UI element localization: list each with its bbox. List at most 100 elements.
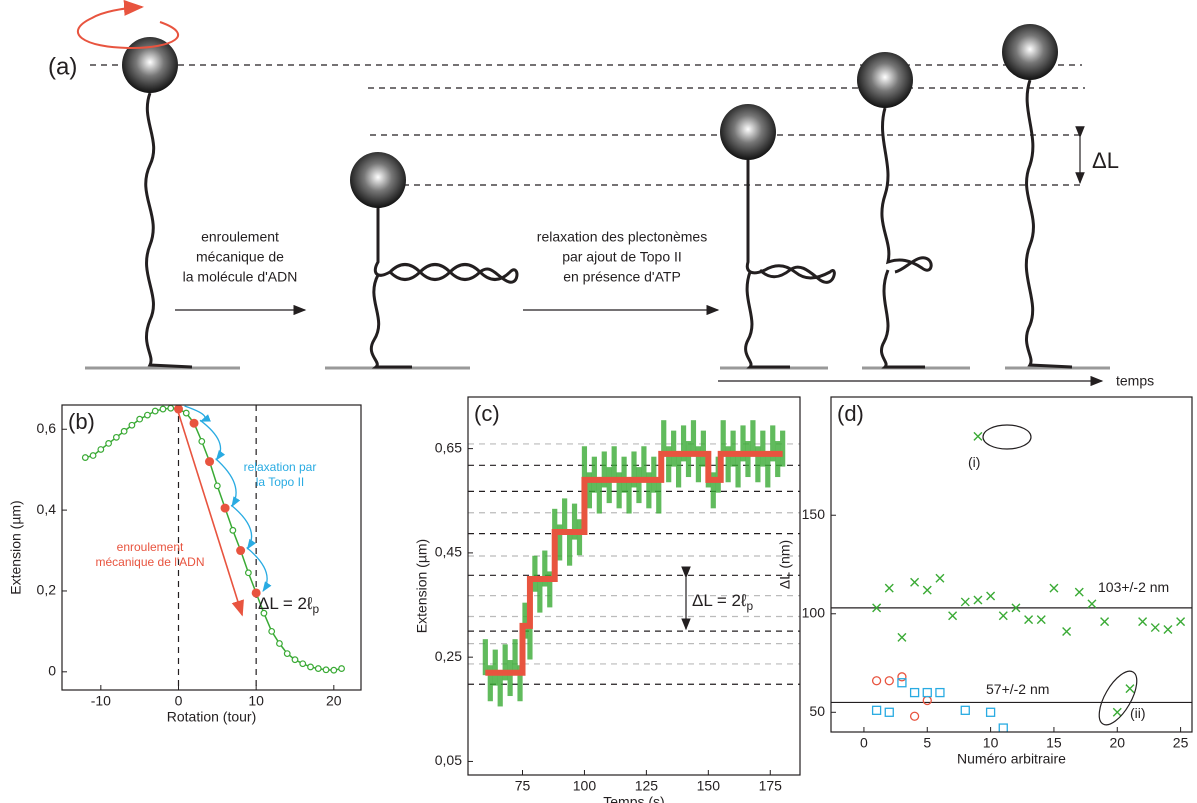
annotation-text: mécanique de l'ADN (95, 555, 204, 569)
point (1150, 623, 1160, 633)
noise-point (730, 430, 736, 467)
point (291, 656, 299, 664)
point (998, 611, 1008, 621)
noise-point (755, 446, 761, 483)
plot-frame (61, 404, 362, 691)
y-tick-label: 150 (802, 506, 826, 522)
bead (720, 104, 776, 160)
y-axis-label: ΔL (nm) (777, 540, 793, 589)
noise-point (621, 456, 627, 493)
noise-point (527, 623, 533, 660)
x-tick-label: -10 (91, 693, 111, 709)
noise-point (675, 451, 682, 488)
y-tick-label: 0,45 (435, 544, 462, 560)
x-tick-label: 20 (326, 693, 342, 709)
point (884, 707, 894, 717)
bead (1002, 24, 1058, 80)
x-tick-label: 15 (1046, 735, 1062, 751)
noise-point (522, 602, 528, 639)
y-tick-label: 0,05 (435, 752, 462, 768)
arrow (215, 458, 241, 508)
plot-area (482, 420, 786, 707)
panel: 75 100 125 150 175 0,05 0,25 0,45 0,65 Temps (s) E… (414, 396, 801, 803)
point (872, 603, 882, 613)
arrow (230, 504, 256, 550)
dna (744, 160, 836, 369)
noise-point (581, 446, 588, 483)
noise-point (487, 665, 493, 702)
point (283, 650, 291, 658)
noise-point (745, 441, 751, 478)
point (307, 663, 314, 671)
y-tick-label: 50 (809, 703, 825, 719)
point (986, 591, 996, 601)
point (330, 666, 338, 674)
noise-point (700, 430, 706, 467)
step-label: en présence d'ATP (563, 269, 681, 285)
noise-point (690, 420, 697, 457)
panel: -10 0 10 20 0 0,2 0,4 0,6 Rotation (tour) Extensi… (8, 404, 362, 725)
annotation-text: 103+/-2 nm (1098, 579, 1169, 595)
x-tick-label: 125 (635, 778, 659, 794)
noise-point (507, 660, 513, 697)
point (205, 457, 215, 467)
point (910, 577, 920, 587)
x-tick-label: 25 (1173, 735, 1189, 751)
noise-point (562, 498, 568, 535)
point (922, 687, 932, 698)
point (897, 678, 907, 688)
noise-point (552, 508, 558, 545)
annotation: la Topo II (256, 475, 304, 489)
step-label: relaxation des plectonèmes (537, 229, 707, 245)
time-label: temps (1116, 373, 1154, 389)
point (244, 569, 252, 577)
noise-point (656, 477, 662, 514)
y-axis-label: Extension (µm) (414, 539, 430, 633)
point (173, 405, 183, 414)
annotation: 57+/-2 nm (986, 681, 1049, 697)
arrow (184, 405, 211, 422)
point (884, 583, 894, 593)
noise-point (666, 446, 672, 483)
noise-point (626, 477, 632, 514)
point (922, 585, 932, 595)
plot-area (871, 431, 1186, 732)
noise-point (537, 576, 543, 613)
point (998, 723, 1008, 732)
bead (857, 52, 913, 108)
noise-point (631, 451, 637, 488)
annotation: (ii) (1130, 705, 1146, 721)
point (128, 421, 136, 429)
panel: 0 5 10 15 20 25 50 100 150 Numéro arbitraire ΔL (n… (777, 396, 1193, 767)
noise-point (651, 456, 657, 493)
noise-point (512, 639, 518, 676)
noise-point (547, 571, 553, 608)
noise-point (517, 665, 523, 702)
annotation: ΔL = 2ℓp (692, 591, 754, 613)
y-tick-label: 100 (802, 604, 826, 620)
annotation-text: la Topo II (256, 475, 304, 489)
point (299, 660, 307, 668)
delta-label: ΔL (1092, 148, 1119, 173)
dna (879, 107, 933, 369)
panel-label: (c) (474, 401, 500, 426)
arrow (199, 419, 226, 461)
annotation-text: (ii) (1130, 705, 1146, 721)
noise-point (502, 644, 508, 681)
plot-frame (830, 396, 1193, 733)
plot-area (81, 405, 345, 674)
point (935, 573, 945, 583)
y-tick-label: 0,4 (37, 501, 57, 517)
step-label: par ajout de Topo II (562, 249, 682, 265)
annotation-sub: p (747, 599, 754, 613)
highlight (1098, 670, 1138, 726)
noise-point (770, 425, 776, 462)
noise-point (497, 670, 503, 707)
y-tick-label: 0,65 (435, 439, 462, 455)
point (1112, 707, 1122, 717)
noise-point (661, 420, 667, 457)
point (338, 665, 345, 672)
noise-point (780, 430, 786, 467)
x-tick-label: 10 (983, 735, 999, 751)
point (948, 611, 958, 621)
